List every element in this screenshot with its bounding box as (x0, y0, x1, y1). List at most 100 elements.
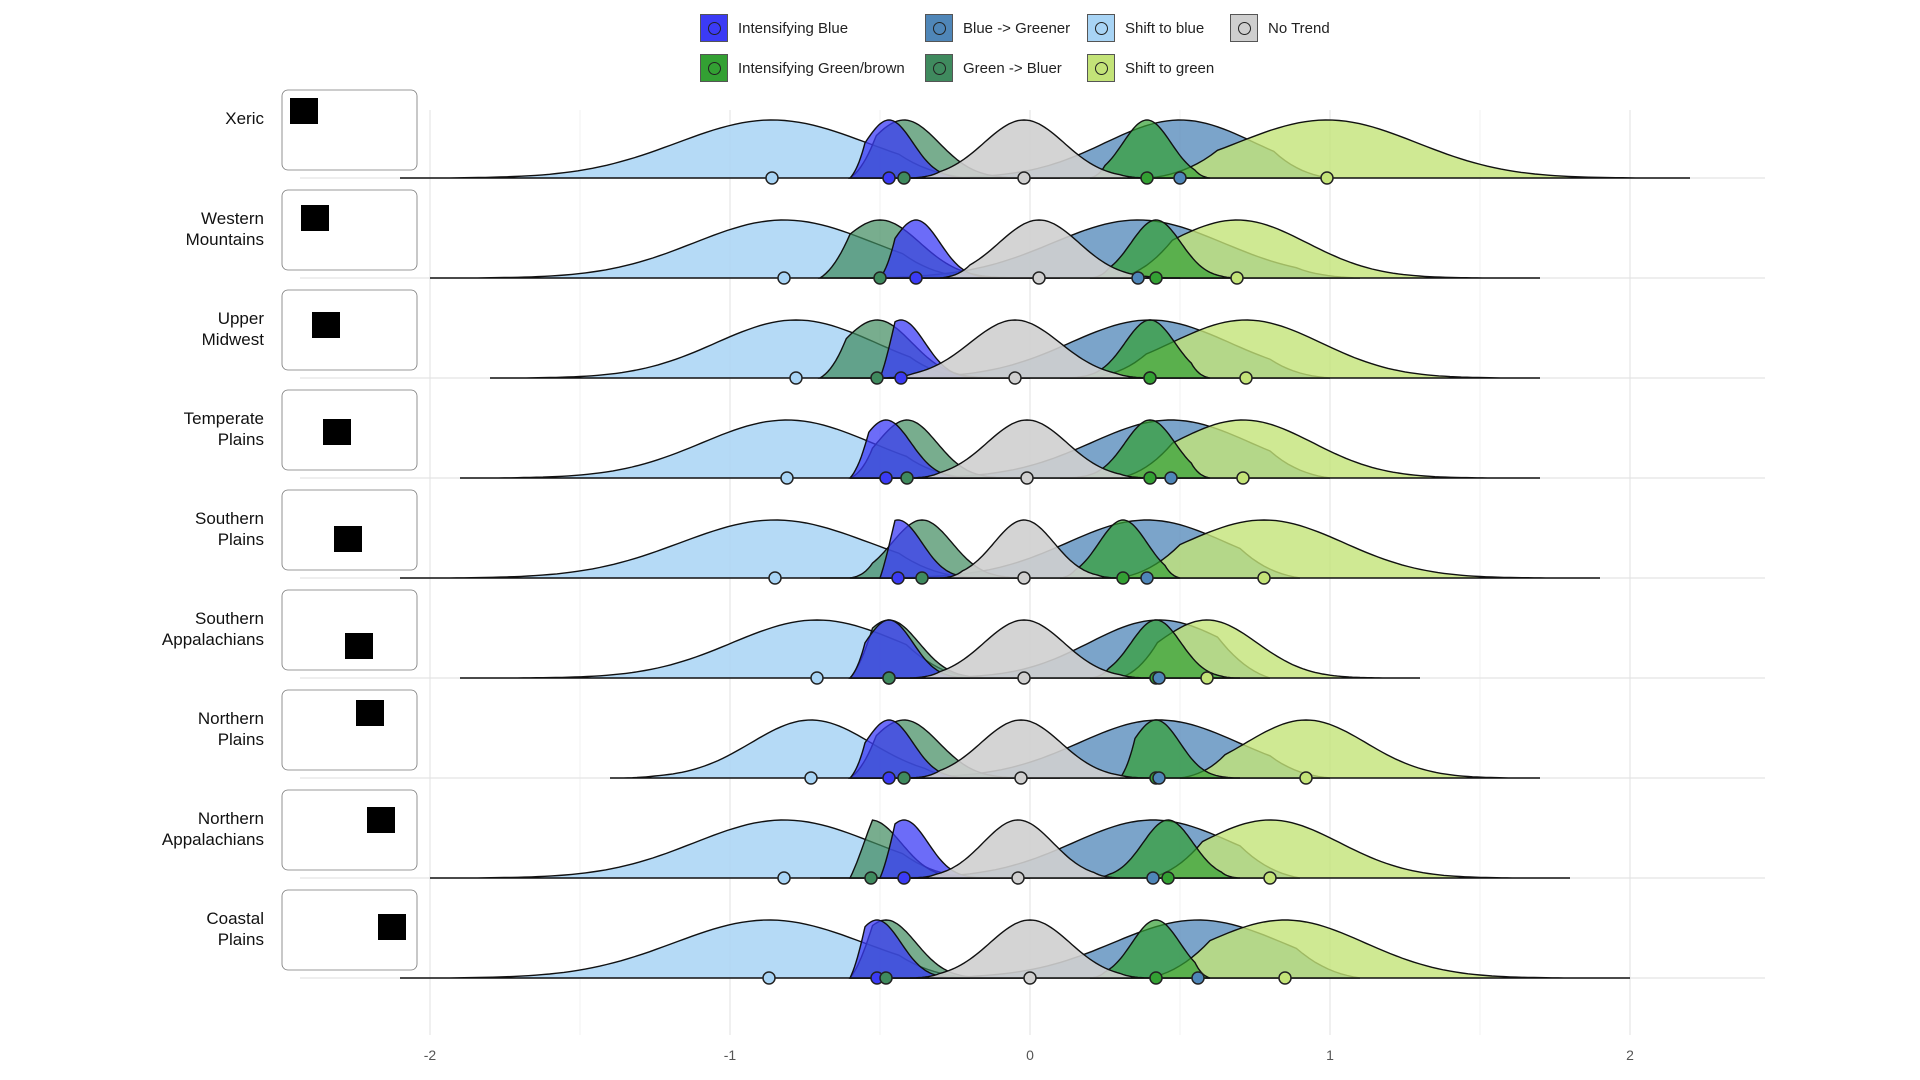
mean-point-no-trend (1017, 671, 1031, 685)
row-label: Upper Midwest (24, 308, 264, 350)
mean-point-intensifying-blue (894, 371, 908, 385)
region-map (281, 889, 418, 971)
mean-point-no-trend (1008, 371, 1022, 385)
density-no-trend (909, 619, 1151, 679)
legend-label: Intensifying Blue (738, 19, 849, 37)
region-map (281, 189, 418, 271)
mean-point-shift-blue (777, 271, 791, 285)
mean-point-no-trend (1032, 271, 1046, 285)
row-label: Western Mountains (24, 208, 264, 250)
row-label-line: Northern (197, 809, 264, 828)
mean-point-shift-blue (789, 371, 803, 385)
mean-point-intensifying-green (1140, 171, 1154, 185)
legend-key-shift-blue (1087, 14, 1115, 42)
map-region-highlight (367, 807, 395, 833)
density-no-trend (939, 519, 1120, 579)
density-shift-green (1119, 519, 1600, 579)
density-intensifying-green (1089, 119, 1211, 179)
legend-item-intensifying-green: Intensifying Green/brown (700, 54, 905, 82)
map-region-highlight (323, 419, 351, 445)
mean-point-blue-greener (1152, 771, 1166, 785)
density-shift-green (1119, 219, 1540, 279)
legend-key-green-bluer (925, 54, 953, 82)
mean-point-intensifying-blue (882, 171, 896, 185)
mean-point-intensifying-blue (909, 271, 923, 285)
legend-dot-shift-green (1094, 61, 1108, 75)
legend-item-no-trend: No Trend (1230, 14, 1330, 42)
mean-point-intensifying-green (1149, 971, 1163, 985)
legend-item-shift-blue: Shift to blue (1087, 14, 1204, 42)
mean-point-green-bluer (864, 871, 878, 885)
density-shift-green (1149, 819, 1570, 879)
density-no-trend (909, 819, 1121, 879)
mean-point-no-trend (1017, 171, 1031, 185)
mean-point-no-trend (1011, 871, 1025, 885)
mean-point-shift-green (1320, 171, 1334, 185)
density-no-trend (909, 119, 1151, 179)
mean-point-shift-green (1230, 271, 1244, 285)
row-label-line: Plains (217, 930, 264, 949)
row-label-line: Southern (195, 609, 264, 628)
x-tick-label: 2 (1626, 1047, 1634, 1063)
mean-point-intensifying-green (1143, 371, 1157, 385)
map-region-highlight (334, 526, 362, 552)
row-label: Southern Appalachians (24, 608, 264, 650)
mean-point-shift-blue (768, 571, 782, 585)
mean-point-shift-green (1263, 871, 1277, 885)
mean-point-green-bluer (915, 571, 929, 585)
row-label: Northern Plains (24, 708, 264, 750)
legend-key-intensifying-blue (700, 14, 728, 42)
map-region-highlight (356, 700, 384, 726)
mean-point-no-trend (1017, 571, 1031, 585)
map-region-highlight (345, 633, 373, 659)
density-intensifying-green (1089, 819, 1241, 879)
row-label-line: Plains (217, 430, 264, 449)
x-tick-label: -2 (424, 1047, 437, 1063)
density-shift-green (1179, 719, 1540, 779)
mean-point-shift-blue (810, 671, 824, 685)
row-label-line: Plains (217, 730, 264, 749)
mean-point-blue-greener (1164, 471, 1178, 485)
mean-point-intensifying-blue (897, 871, 911, 885)
map-outline (281, 789, 418, 871)
legend-label: Shift to green (1125, 59, 1215, 77)
legend-key-blue-greener (925, 14, 953, 42)
x-tick-label: 0 (1026, 1047, 1034, 1063)
density-intensifying-green (1118, 719, 1240, 779)
mean-point-no-trend (1020, 471, 1034, 485)
legend-item-shift-green: Shift to green (1087, 54, 1214, 82)
mean-point-no-trend (1014, 771, 1028, 785)
legend-dot-blue-greener (932, 21, 946, 35)
density-intensifying-green (1089, 219, 1240, 279)
mean-point-shift-green (1257, 571, 1271, 585)
mean-point-shift-green (1299, 771, 1313, 785)
mean-point-intensifying-green (1116, 571, 1130, 585)
legend-key-shift-green (1087, 54, 1115, 82)
density-shift-blue (400, 519, 971, 579)
mean-point-shift-blue (765, 171, 779, 185)
row-label-line: Xeric (225, 109, 264, 128)
legend-item-intensifying-blue: Intensifying Blue (700, 14, 848, 42)
region-map (281, 589, 418, 671)
legend-dot-no-trend (1237, 21, 1251, 35)
density-no-trend (909, 719, 1150, 779)
row-label-line: Appalachians (161, 830, 264, 849)
region-map (281, 689, 418, 771)
mean-point-shift-green (1236, 471, 1250, 485)
mean-point-shift-green (1200, 671, 1214, 685)
density-no-trend (909, 919, 1151, 979)
map-region-highlight (312, 312, 340, 338)
legend-label: Shift to blue (1125, 19, 1205, 37)
density-intensifying-green (1059, 519, 1181, 579)
map-outline (281, 589, 418, 671)
region-map (281, 389, 418, 471)
mean-point-shift-blue (780, 471, 794, 485)
mean-point-intensifying-blue (882, 771, 896, 785)
legend-label: Intensifying Green/brown (738, 59, 905, 77)
mean-point-blue-greener (1146, 871, 1160, 885)
mean-point-no-trend (1023, 971, 1037, 985)
x-tick-label: -1 (724, 1047, 737, 1063)
mean-point-green-bluer (897, 771, 911, 785)
